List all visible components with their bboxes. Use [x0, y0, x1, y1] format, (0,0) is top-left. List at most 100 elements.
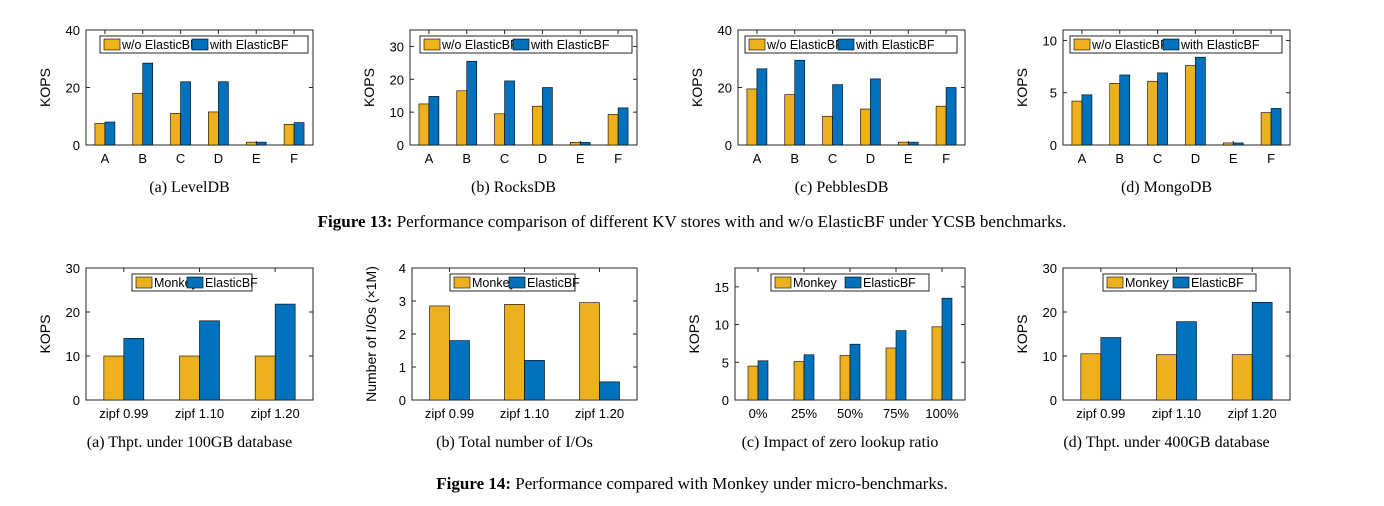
subfigure-caption: (b) RocksDB — [471, 179, 556, 196]
subfigure-caption: (d) Thpt. under 400GB database — [1063, 434, 1269, 451]
bar-series-b — [870, 78, 881, 146]
legend-swatch-a — [1106, 276, 1124, 289]
subfigure-caption: (d) MongoDB — [1121, 179, 1212, 196]
y-tick-label: 30 — [66, 261, 80, 276]
bar-series-b — [599, 381, 620, 401]
bar-series-b — [803, 354, 815, 401]
bar-series-a — [494, 113, 505, 146]
legend-label-a: w/o ElasticBF — [441, 38, 518, 52]
chart-panel-4: 0 5 10 A B C D E F KOPS w/o ElasticBF with ElasticB… — [1014, 29, 1291, 196]
legend-swatch-b — [186, 276, 204, 289]
y-tick-label: 0 — [397, 138, 404, 153]
y-tick-label: 10 — [390, 105, 404, 120]
subfigure-caption: (a) LevelDB — [149, 179, 229, 196]
y-axis-label: KOPS — [37, 68, 53, 107]
x-tick-label: E — [904, 151, 913, 166]
bar-series-b — [255, 141, 267, 146]
y-axis-label: KOPS — [361, 68, 377, 107]
bar-series-a — [885, 347, 897, 401]
x-tick-label: B — [1115, 151, 1124, 166]
legend-label-b: ElasticBF — [527, 276, 580, 290]
y-axis-label: KOPS — [1014, 68, 1030, 107]
bar-series-a — [860, 108, 871, 146]
bar-series-b — [907, 141, 919, 146]
bar-series-a — [839, 355, 851, 401]
bar-series-a — [935, 105, 947, 146]
bar-series-a — [504, 303, 525, 401]
bar-series-b — [941, 297, 953, 401]
x-tick-label: D — [538, 151, 547, 166]
y-tick-label: 1 — [399, 360, 406, 375]
bar-series-a — [283, 124, 295, 146]
bar-series-a — [569, 142, 581, 146]
y-tick-label: 10 — [66, 349, 80, 364]
legend-label-a: Monkey — [793, 276, 838, 290]
bar-series-b — [945, 87, 957, 146]
x-tick-label: C — [1153, 151, 1162, 166]
x-tick-label: C — [828, 151, 837, 166]
bar-series-b — [1270, 108, 1282, 146]
bar-series-a — [429, 305, 450, 401]
bar-series-a — [532, 105, 543, 146]
x-tick-label: D — [866, 151, 875, 166]
x-tick-label: 50% — [837, 406, 863, 421]
y-tick-label: 10 — [1043, 349, 1057, 364]
figure-14-caption: Figure 14: Performance compared with Mon… — [436, 474, 947, 493]
y-tick-label: 4 — [399, 261, 406, 276]
bar-series-a — [1222, 142, 1234, 146]
x-tick-label: zipf 0.99 — [425, 406, 474, 421]
bar-series-a — [607, 114, 619, 146]
y-tick-label: 5 — [1050, 86, 1057, 101]
y-axis-label: KOPS — [1014, 315, 1030, 354]
bar-series-a — [1260, 112, 1272, 146]
legend: Monkey ElasticBF — [1102, 273, 1257, 292]
chart-panel-1: 0 20 40 A B C D E F KOPS w/o ElasticBF with Elastic… — [37, 23, 314, 196]
legend-label-b: ElasticBF — [863, 276, 916, 290]
bar-series-b — [617, 107, 629, 146]
x-tick-label: zipf 0.99 — [1076, 406, 1125, 421]
x-tick-label: B — [138, 151, 147, 166]
legend: Monkey ElasticBF — [131, 273, 258, 292]
legend-swatch-a — [1073, 38, 1091, 51]
bar-series-b — [1232, 142, 1244, 146]
y-tick-label: 15 — [715, 280, 729, 295]
chart-panel-6: 0 1 2 3 4 zipf 0.99 zipf 1.10 zipf 1.20 Number o… — [363, 261, 638, 451]
subfigure-caption: (c) PebblesDB — [795, 179, 889, 196]
x-tick-label: 100% — [925, 406, 959, 421]
x-tick-label: zipf 1.20 — [251, 406, 300, 421]
legend-swatch-a — [774, 276, 792, 289]
bar-series-b — [849, 343, 861, 401]
y-tick-label: 20 — [66, 81, 80, 96]
y-tick-label: 20 — [390, 72, 404, 87]
legend: w/o ElasticBF with ElasticBF — [744, 35, 958, 54]
legend-swatch-b — [1172, 276, 1190, 289]
legend-swatch-b — [837, 38, 855, 51]
y-tick-label: 30 — [390, 39, 404, 54]
y-tick-label: 40 — [718, 23, 732, 38]
y-tick-label: 40 — [66, 23, 80, 38]
bar-series-b — [428, 96, 440, 146]
y-axis-label: KOPS — [37, 315, 53, 354]
bar-series-a — [1080, 353, 1102, 401]
x-tick-label: F — [1267, 151, 1275, 166]
y-tick-label: 0 — [73, 138, 80, 153]
x-tick-label: D — [214, 151, 223, 166]
x-tick-label: F — [942, 151, 950, 166]
subfigure-caption: (a) Thpt. under 100GB database — [87, 434, 292, 451]
bar-series-b — [524, 360, 545, 401]
bar-series-a — [132, 92, 144, 146]
legend-label-b: with ElasticBF — [209, 38, 289, 52]
x-tick-label: E — [576, 151, 585, 166]
chart-panel-5: 0 10 20 30 zipf 0.99 zipf 1.10 zipf 1.20 KOPS Mo… — [37, 261, 314, 451]
y-tick-label: 20 — [718, 81, 732, 96]
bar-series-b — [293, 122, 305, 146]
bar-series-a — [793, 361, 805, 401]
bar-series-a — [456, 90, 468, 146]
bar-series-a — [94, 123, 106, 146]
bar-series-a — [746, 88, 758, 146]
y-tick-label: 0 — [1050, 393, 1057, 408]
x-tick-label: F — [614, 151, 622, 166]
x-tick-label: zipf 1.10 — [500, 406, 549, 421]
x-tick-label: zipf 0.99 — [99, 406, 148, 421]
